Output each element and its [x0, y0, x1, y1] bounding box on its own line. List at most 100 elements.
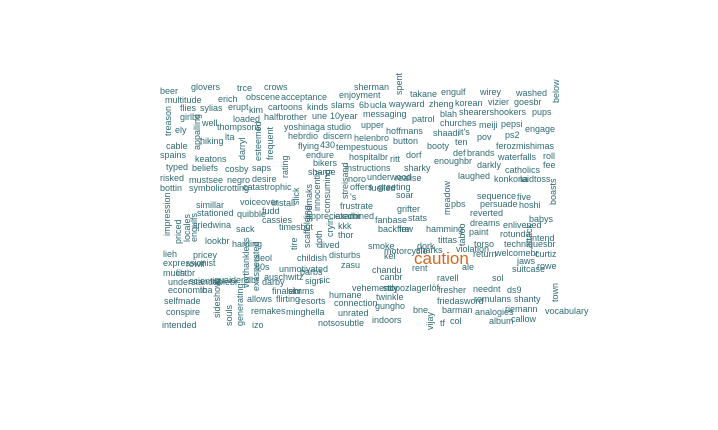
cloud-word: smoke	[368, 241, 395, 251]
cloud-word: sherman	[354, 82, 390, 92]
cloud-word: sequence	[477, 191, 517, 201]
cloud-word: fanbase	[375, 215, 408, 225]
cloud-word: understandablebr	[168, 277, 239, 287]
cloud-word: sack	[236, 224, 255, 234]
cloud-word: enlivened	[503, 220, 542, 230]
cloud-word: crows	[264, 82, 288, 92]
cloud-word: multitude	[165, 95, 202, 105]
cloud-word: frequent	[265, 126, 275, 160]
cloud-word: reverted	[470, 208, 504, 218]
cloud-word: sign	[305, 276, 322, 286]
cloud-word: finalebr	[272, 286, 302, 296]
cloud-word: flying	[298, 141, 320, 151]
cloud-word: well	[202, 118, 218, 128]
cloud-word: install	[272, 198, 296, 208]
cloud-word: darkly	[477, 160, 502, 170]
cloud-word: voiceover	[240, 197, 279, 207]
cloud-word: backfire	[378, 224, 410, 234]
cloud-word: wirey	[480, 87, 502, 97]
cloud-word: fudd	[262, 206, 280, 216]
cloud-word: upper	[361, 120, 385, 130]
cloud-word: rent	[412, 263, 428, 273]
cloud-word: cosby	[225, 164, 249, 174]
cloud-word: suitcase	[512, 264, 546, 274]
cloud-word: laughed	[458, 171, 491, 181]
cloud-word: engulf	[441, 87, 466, 97]
cloud-word: catastrophic	[243, 182, 292, 192]
cloud-word: scientist	[189, 276, 222, 286]
cloud-word: deol	[255, 253, 273, 263]
cloud-word: childish	[297, 253, 328, 263]
cloud-word: examined	[335, 211, 375, 221]
cloud-word: appreciatedbr	[306, 211, 362, 221]
cloud-word: slick	[291, 187, 301, 206]
cloud-word: fee	[543, 160, 556, 170]
cloud-word: spent	[394, 72, 404, 95]
cloud-word: cryin	[325, 217, 335, 237]
cloud-word: below	[551, 79, 561, 103]
cloud-word: ale	[462, 262, 475, 272]
cloud-word: tire	[289, 237, 299, 250]
cloud-word: messaging	[363, 109, 407, 119]
cloud-word: desire	[252, 174, 277, 184]
cloud-word: 6b	[359, 100, 370, 110]
cloud-word: korean	[455, 98, 483, 108]
cloud-word: waterfalls	[498, 152, 537, 162]
cloud-word: soar	[396, 190, 414, 200]
cloud-word: fresher	[438, 285, 467, 295]
cloud-word: paint	[469, 227, 489, 237]
cloud-word: motorcycle	[384, 246, 428, 256]
cloud-word: tittas	[438, 235, 458, 245]
cloud-word: simillar	[196, 200, 224, 210]
cloud-word: enoughbr	[434, 156, 473, 166]
cloud-word: impression	[162, 192, 172, 236]
cloud-word: welcomebr	[495, 248, 539, 258]
cloud-word: 's	[350, 192, 357, 202]
cloud-word: return	[473, 249, 497, 259]
cloud-word: romulans	[474, 294, 512, 304]
cloud-word: meadow	[442, 180, 452, 215]
cloud-word: halfbrother	[264, 112, 308, 122]
cloud-word: discern	[323, 131, 353, 141]
cloud-word: 10year	[330, 111, 358, 121]
cloud-word: cassies	[262, 215, 293, 225]
cloud-word: exasperated	[251, 241, 261, 291]
cloud-word: rotunda	[500, 229, 531, 239]
cloud-word: realise	[395, 173, 422, 183]
cloud-word: techniquesbr	[504, 239, 556, 249]
cloud-word: barbs	[300, 267, 323, 277]
cloud-word: frustrate	[340, 201, 374, 211]
cloud-word: treason	[163, 105, 173, 136]
cloud-word: souls	[224, 304, 234, 326]
cloud-word: hoshi	[519, 200, 541, 210]
cloud-word: chandu	[372, 265, 402, 275]
cloud-word: album	[489, 316, 514, 326]
cloud-word: konkona	[494, 174, 529, 184]
cloud-word: offers	[350, 182, 373, 192]
cloud-word: twinkle	[376, 292, 404, 302]
cloud-word: auschwitz	[264, 272, 304, 282]
cloud-word: vizier	[488, 97, 510, 107]
cloud-word: engulfs	[189, 212, 199, 242]
cloud-word: glovers	[191, 82, 221, 92]
cloud-word: thor	[338, 230, 354, 240]
cloud-word: blah	[440, 109, 458, 119]
cloud-word: hiking	[200, 136, 224, 146]
cloud-word: rowe	[537, 261, 557, 271]
cloud-word: kei	[384, 251, 396, 261]
cloud-word: beer	[160, 86, 179, 96]
cloud-word: laidtoss	[520, 174, 551, 184]
cloud-word: tf	[440, 318, 446, 328]
cloud-word: bikers	[313, 158, 338, 168]
cloud-word: zasu	[341, 260, 361, 270]
cloud-word: pricey	[193, 250, 218, 260]
cloud-word: izo	[252, 320, 264, 330]
cloud-word: hamming	[426, 224, 464, 234]
cloud-word: neednt	[473, 284, 501, 294]
cloud-word: vocabulary	[545, 306, 589, 316]
cloud-word: stopozlagerlöf	[383, 283, 440, 293]
cloud-word: brands	[467, 148, 495, 158]
cloud-word: typed	[166, 162, 189, 172]
cloud-word: 430	[320, 140, 336, 150]
cloud-word: consuming	[322, 169, 332, 213]
